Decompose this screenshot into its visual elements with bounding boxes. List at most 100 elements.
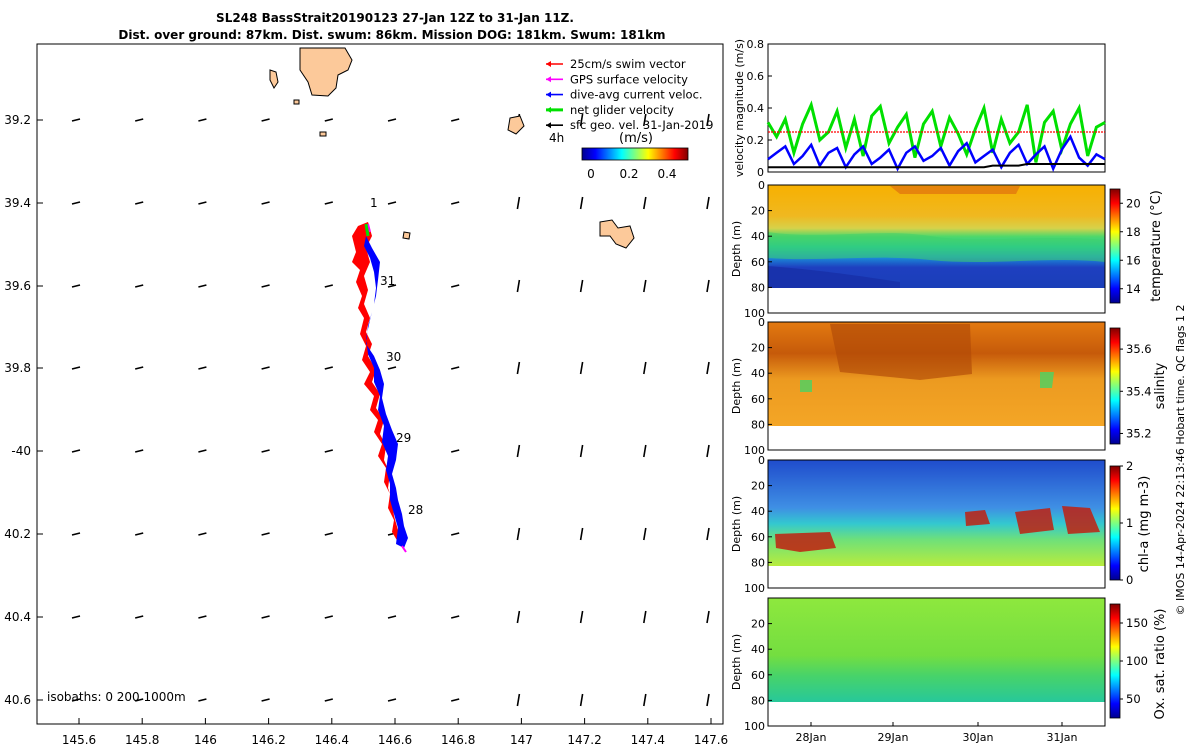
geo-velocity-arrow — [135, 118, 144, 122]
map-x-tick-label: 147.4 — [631, 733, 665, 747]
track-day-label: 1 — [370, 196, 378, 210]
time-tick-label: 31Jan — [1047, 731, 1078, 744]
geo-velocity-arrow — [387, 118, 397, 122]
geo-velocity-arrow — [198, 698, 207, 702]
chlorophyll-axes-box — [767, 459, 1106, 589]
velocity-series — [766, 100, 1106, 173]
geo-velocity-arrow — [324, 698, 333, 702]
map-x-tick-label: 146.2 — [251, 733, 285, 747]
velocity-y-tick-label: 0.6 — [747, 70, 765, 83]
geo-velocity-arrow — [135, 532, 144, 536]
depth-tick-label: 60 — [751, 669, 765, 682]
geo-velocity-arrow — [261, 615, 270, 619]
geo-velocity-arrow — [706, 610, 710, 624]
map-x-tick-label: 146.4 — [315, 733, 349, 747]
velocity-y-tick-label: 0 — [757, 166, 764, 179]
geo-velocity-arrow — [579, 196, 584, 210]
track-day-label: 28 — [408, 503, 423, 517]
geo-velocity-arrow — [451, 284, 460, 288]
map-x-tick-label: 146 — [194, 733, 217, 747]
land-small-islet — [402, 231, 411, 240]
time-x-axis: 28Jan 29Jan 30Jan 31Jan — [796, 722, 1078, 744]
geo-velocity-arrow — [198, 615, 207, 619]
map-x-tick-label: 145.8 — [125, 733, 159, 747]
chlorophyll-field — [768, 460, 1105, 566]
land-kent-group — [599, 219, 635, 249]
map-x-tick-label: 146.8 — [441, 733, 475, 747]
geo-velocity-arrow — [387, 201, 397, 205]
credit-text: © IMOS 14-Apr-2024 22:13:46 Hobart time.… — [1174, 305, 1187, 616]
oxygen-axes-box — [767, 597, 1106, 727]
map-y-axis: 39.2 39.4 39.6 39.8 -40 40.2 40.4 40.6 — [4, 113, 43, 707]
geo-velocity-arrow — [516, 527, 521, 541]
geo-velocity-arrow — [71, 201, 81, 205]
map-x-axis: 145.6 145.8 146 146.2 146.4 146.6 146.8 147 147.… — [62, 718, 728, 747]
geo-velocity-arrow — [261, 118, 270, 122]
geo-velocity-arrow — [706, 196, 710, 210]
map-colorbar-tick-label: 0 — [587, 167, 595, 181]
legend-arrowhead — [546, 61, 551, 67]
map-y-tick-label: 40.4 — [4, 610, 31, 624]
velocity-y-tick-label: 0.8 — [747, 38, 765, 51]
chlorophyll-max-layer — [775, 506, 1100, 552]
oxygen-mask — [768, 702, 1105, 726]
depth-tick-label: 20 — [751, 205, 765, 218]
geo-velocity-arrow — [135, 698, 144, 702]
geo-velocity-arrow — [451, 698, 460, 702]
map-colorbar-tick-label: 0.4 — [657, 167, 676, 181]
geo-velocity-arrow — [643, 279, 647, 293]
geo-velocity-arrow — [71, 698, 81, 702]
temperature-colorbar-ticks: 14 16 18 20 — [1120, 196, 1141, 296]
geo-velocity-arrow — [324, 532, 333, 536]
salinity-mask — [768, 426, 1105, 450]
geo-velocity-arrow — [135, 615, 144, 619]
chlorophyll-panel: 0 20 40 60 80 100 0 1 2 Depth (m) chl-a (mg m-3… — [730, 454, 1152, 595]
map-panel: 145.6 145.8 146 146.2 146.4 146.6 146.8 147 147.… — [4, 43, 728, 747]
geo-velocity-arrow — [71, 615, 81, 619]
oxygen-field — [768, 598, 1105, 702]
salinity-colorbar-ticks: 35.2 35.4 35.6 — [1120, 342, 1152, 440]
map-x-tick-label: 147.2 — [567, 733, 601, 747]
geo-velocity-arrow — [451, 201, 460, 205]
depth-tick-label: 100 — [744, 582, 765, 595]
map-x-tick-label: 147 — [510, 733, 533, 747]
geo-velocity-arrow — [71, 532, 81, 536]
temperature-thermocline — [768, 232, 1105, 262]
colorbar-tick-label: 100 — [1126, 654, 1148, 668]
depth-tick-label: 100 — [744, 444, 765, 457]
legend-arrowhead — [546, 76, 551, 83]
geo-velocity-arrow — [706, 444, 710, 458]
interval-label: 4h — [549, 131, 564, 145]
geo-velocity-arrow — [198, 532, 207, 536]
track-day-label: 30 — [386, 350, 401, 364]
depth-tick-label: 80 — [751, 694, 765, 707]
geo-velocity-arrow — [135, 449, 144, 453]
geo-velocity-arrow — [579, 113, 584, 127]
chlorophyll-cbar-label: chl-a (mg m-3) — [1137, 476, 1152, 573]
chlorophyll-colorbar — [1109, 465, 1121, 581]
map-x-tick-label: 145.6 — [62, 733, 96, 747]
map-y-tick-label: 40.6 — [4, 693, 31, 707]
colorbar-tick-label: 35.2 — [1126, 426, 1152, 440]
track-day-label: 29 — [396, 431, 411, 445]
geo-velocity-arrow — [516, 610, 521, 624]
geo-velocity-arrow — [579, 361, 584, 375]
depth-tick-label: 60 — [751, 393, 765, 406]
geo-velocity-arrow — [706, 279, 710, 293]
legend-arrowhead — [546, 91, 551, 98]
geo-velocity-arrow — [198, 118, 207, 122]
map-y-tick-label: 40.2 — [4, 527, 31, 541]
land-rock-b — [293, 99, 300, 105]
geo-velocity-arrow — [643, 444, 647, 458]
legend-label: sfc geo. vel. 31-Jan-2019 — [570, 118, 714, 132]
map-y-tick-label: 39.4 — [4, 196, 31, 210]
legend-label: GPS surface velocity — [570, 72, 688, 86]
colorbar-tick-label: 35.4 — [1126, 384, 1152, 398]
temperature-cold-bottom — [768, 266, 900, 288]
salinity-high-patch — [830, 324, 972, 380]
track-net-velocity — [364, 223, 370, 237]
velocity-y-tick-label: 0.4 — [747, 102, 765, 115]
geo-velocity-arrow — [261, 449, 270, 453]
oxygen-ylabel: Depth (m) — [730, 634, 743, 690]
